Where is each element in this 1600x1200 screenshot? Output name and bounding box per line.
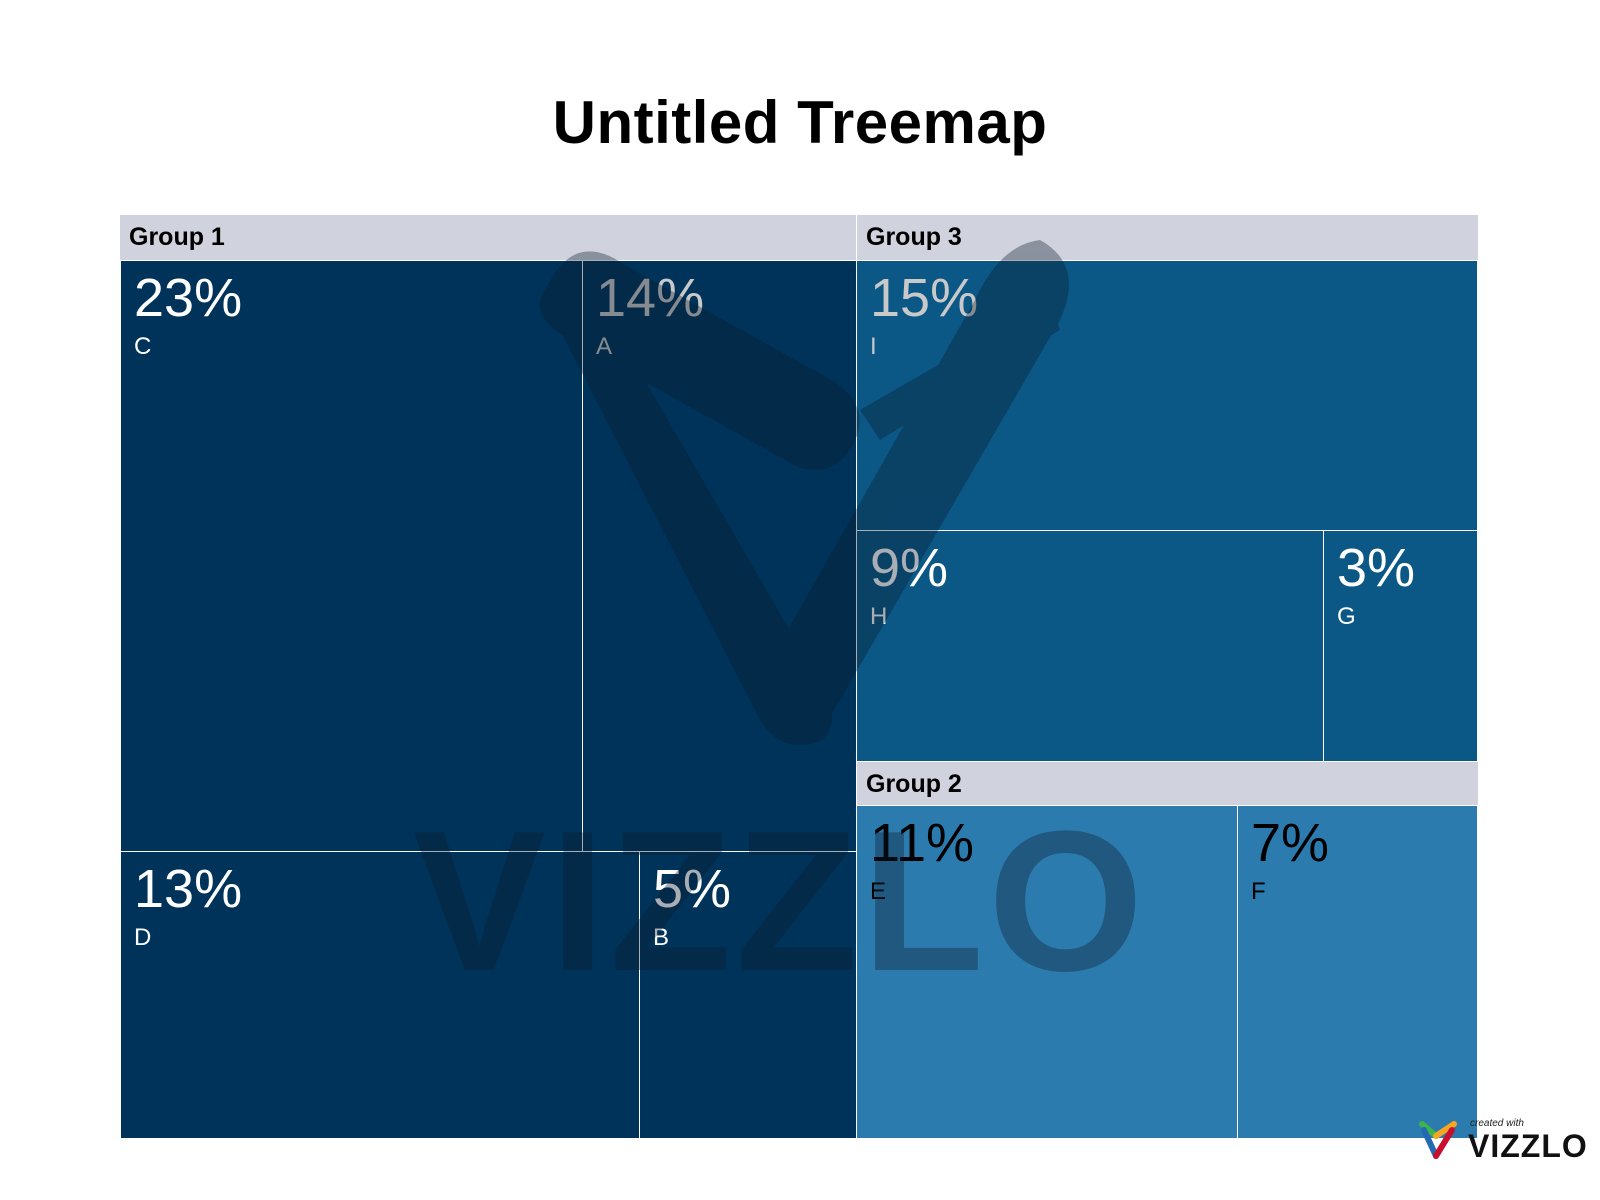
group-header-3: Group 3 bbox=[856, 215, 1478, 260]
tile-value: 11% bbox=[870, 813, 975, 873]
tile-label: E bbox=[870, 878, 887, 905]
tile-label: G bbox=[1337, 603, 1356, 630]
group-label: Group 3 bbox=[866, 223, 962, 251]
tile-e[interactable]: 11% E bbox=[856, 805, 1238, 1139]
tile-label: F bbox=[1251, 878, 1266, 905]
tile-c[interactable]: 23% C bbox=[120, 260, 583, 852]
tile-f[interactable]: 7% F bbox=[1237, 805, 1478, 1139]
tile-label: A bbox=[596, 333, 613, 360]
tile-d[interactable]: 13% D bbox=[120, 851, 640, 1139]
tile-value: 23% bbox=[134, 268, 243, 328]
tile-value: 7% bbox=[1251, 813, 1330, 873]
tile-a[interactable]: 14% A bbox=[582, 260, 857, 852]
tile-value: 15% bbox=[870, 268, 979, 328]
vizzlo-logo-icon bbox=[1419, 1121, 1457, 1159]
group-label: Group 1 bbox=[129, 223, 225, 251]
tile-label: B bbox=[653, 924, 670, 951]
tile-label: H bbox=[870, 603, 888, 630]
tile-i[interactable]: 15% I bbox=[856, 260, 1478, 531]
tile-label: I bbox=[870, 333, 877, 360]
tile-value: 3% bbox=[1337, 538, 1416, 598]
tile-value: 5% bbox=[653, 859, 732, 919]
vizzlo-logo[interactable]: created with VIZZLO bbox=[1418, 1116, 1598, 1164]
tile-value: 13% bbox=[134, 859, 243, 919]
tile-g[interactable]: 3% G bbox=[1323, 530, 1478, 762]
chart-title: Untitled Treemap bbox=[552, 89, 1048, 156]
tile-value: 9% bbox=[870, 538, 949, 598]
group-header-2: Group 2 bbox=[856, 761, 1478, 806]
tile-label: D bbox=[134, 924, 152, 951]
tile-b[interactable]: 5% B bbox=[639, 851, 857, 1139]
tile-label: C bbox=[134, 333, 152, 360]
logo-wordmark: VIZZLO bbox=[1468, 1128, 1588, 1164]
group-header-1: Group 1 bbox=[120, 215, 856, 260]
tile-value: 14% bbox=[596, 268, 705, 328]
tile-h[interactable]: 9% H bbox=[856, 530, 1324, 762]
logo-caption: created with bbox=[1470, 1118, 1524, 1129]
group-label: Group 2 bbox=[866, 769, 962, 798]
